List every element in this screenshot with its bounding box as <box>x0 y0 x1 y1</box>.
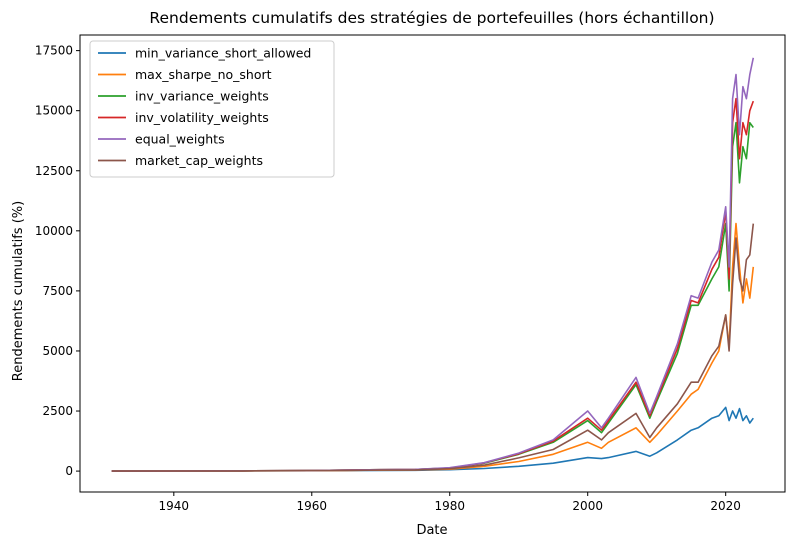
x-tick-label: 1940 <box>159 499 190 513</box>
y-tick-label: 12500 <box>35 164 73 178</box>
y-tick-label: 5000 <box>42 344 73 358</box>
legend-label: min_variance_short_allowed <box>135 46 311 61</box>
x-tick-label: 2000 <box>572 499 603 513</box>
y-tick-label: 7500 <box>42 284 73 298</box>
chart-title: Rendements cumulatifs des stratégies de … <box>149 9 714 27</box>
y-tick-label: 2500 <box>42 404 73 418</box>
y-tick-label: 0 <box>65 464 73 478</box>
legend-label: max_sharpe_no_short <box>135 67 272 82</box>
y-tick-label: 10000 <box>35 224 73 238</box>
legend-box <box>89 40 335 178</box>
x-tick-label: 1980 <box>434 499 465 513</box>
plot-area: 1940 1960 1980 2000 2020 0 2500 5000 7500 10000 12… <box>35 34 786 513</box>
series-line-market_cap_weights <box>111 223 755 472</box>
y-tick-label: 17500 <box>35 44 73 58</box>
legend-label: market_cap_weights <box>135 153 263 168</box>
legend-label: inv_volatility_weights <box>135 110 269 125</box>
y-axis-label: Rendements cumulatifs (%) <box>11 201 26 381</box>
axes-frame <box>79 34 786 493</box>
legend-label: inv_variance_weights <box>135 89 269 104</box>
x-tick-label: 2020 <box>710 499 741 513</box>
legend: min_variance_short_allowed max_sharpe_no_… <box>89 40 335 178</box>
x-axis-label: Date <box>416 523 447 538</box>
x-tick-label: 1960 <box>297 499 328 513</box>
legend-label: equal_weights <box>135 132 225 147</box>
y-tick-label: 15000 <box>35 104 73 118</box>
